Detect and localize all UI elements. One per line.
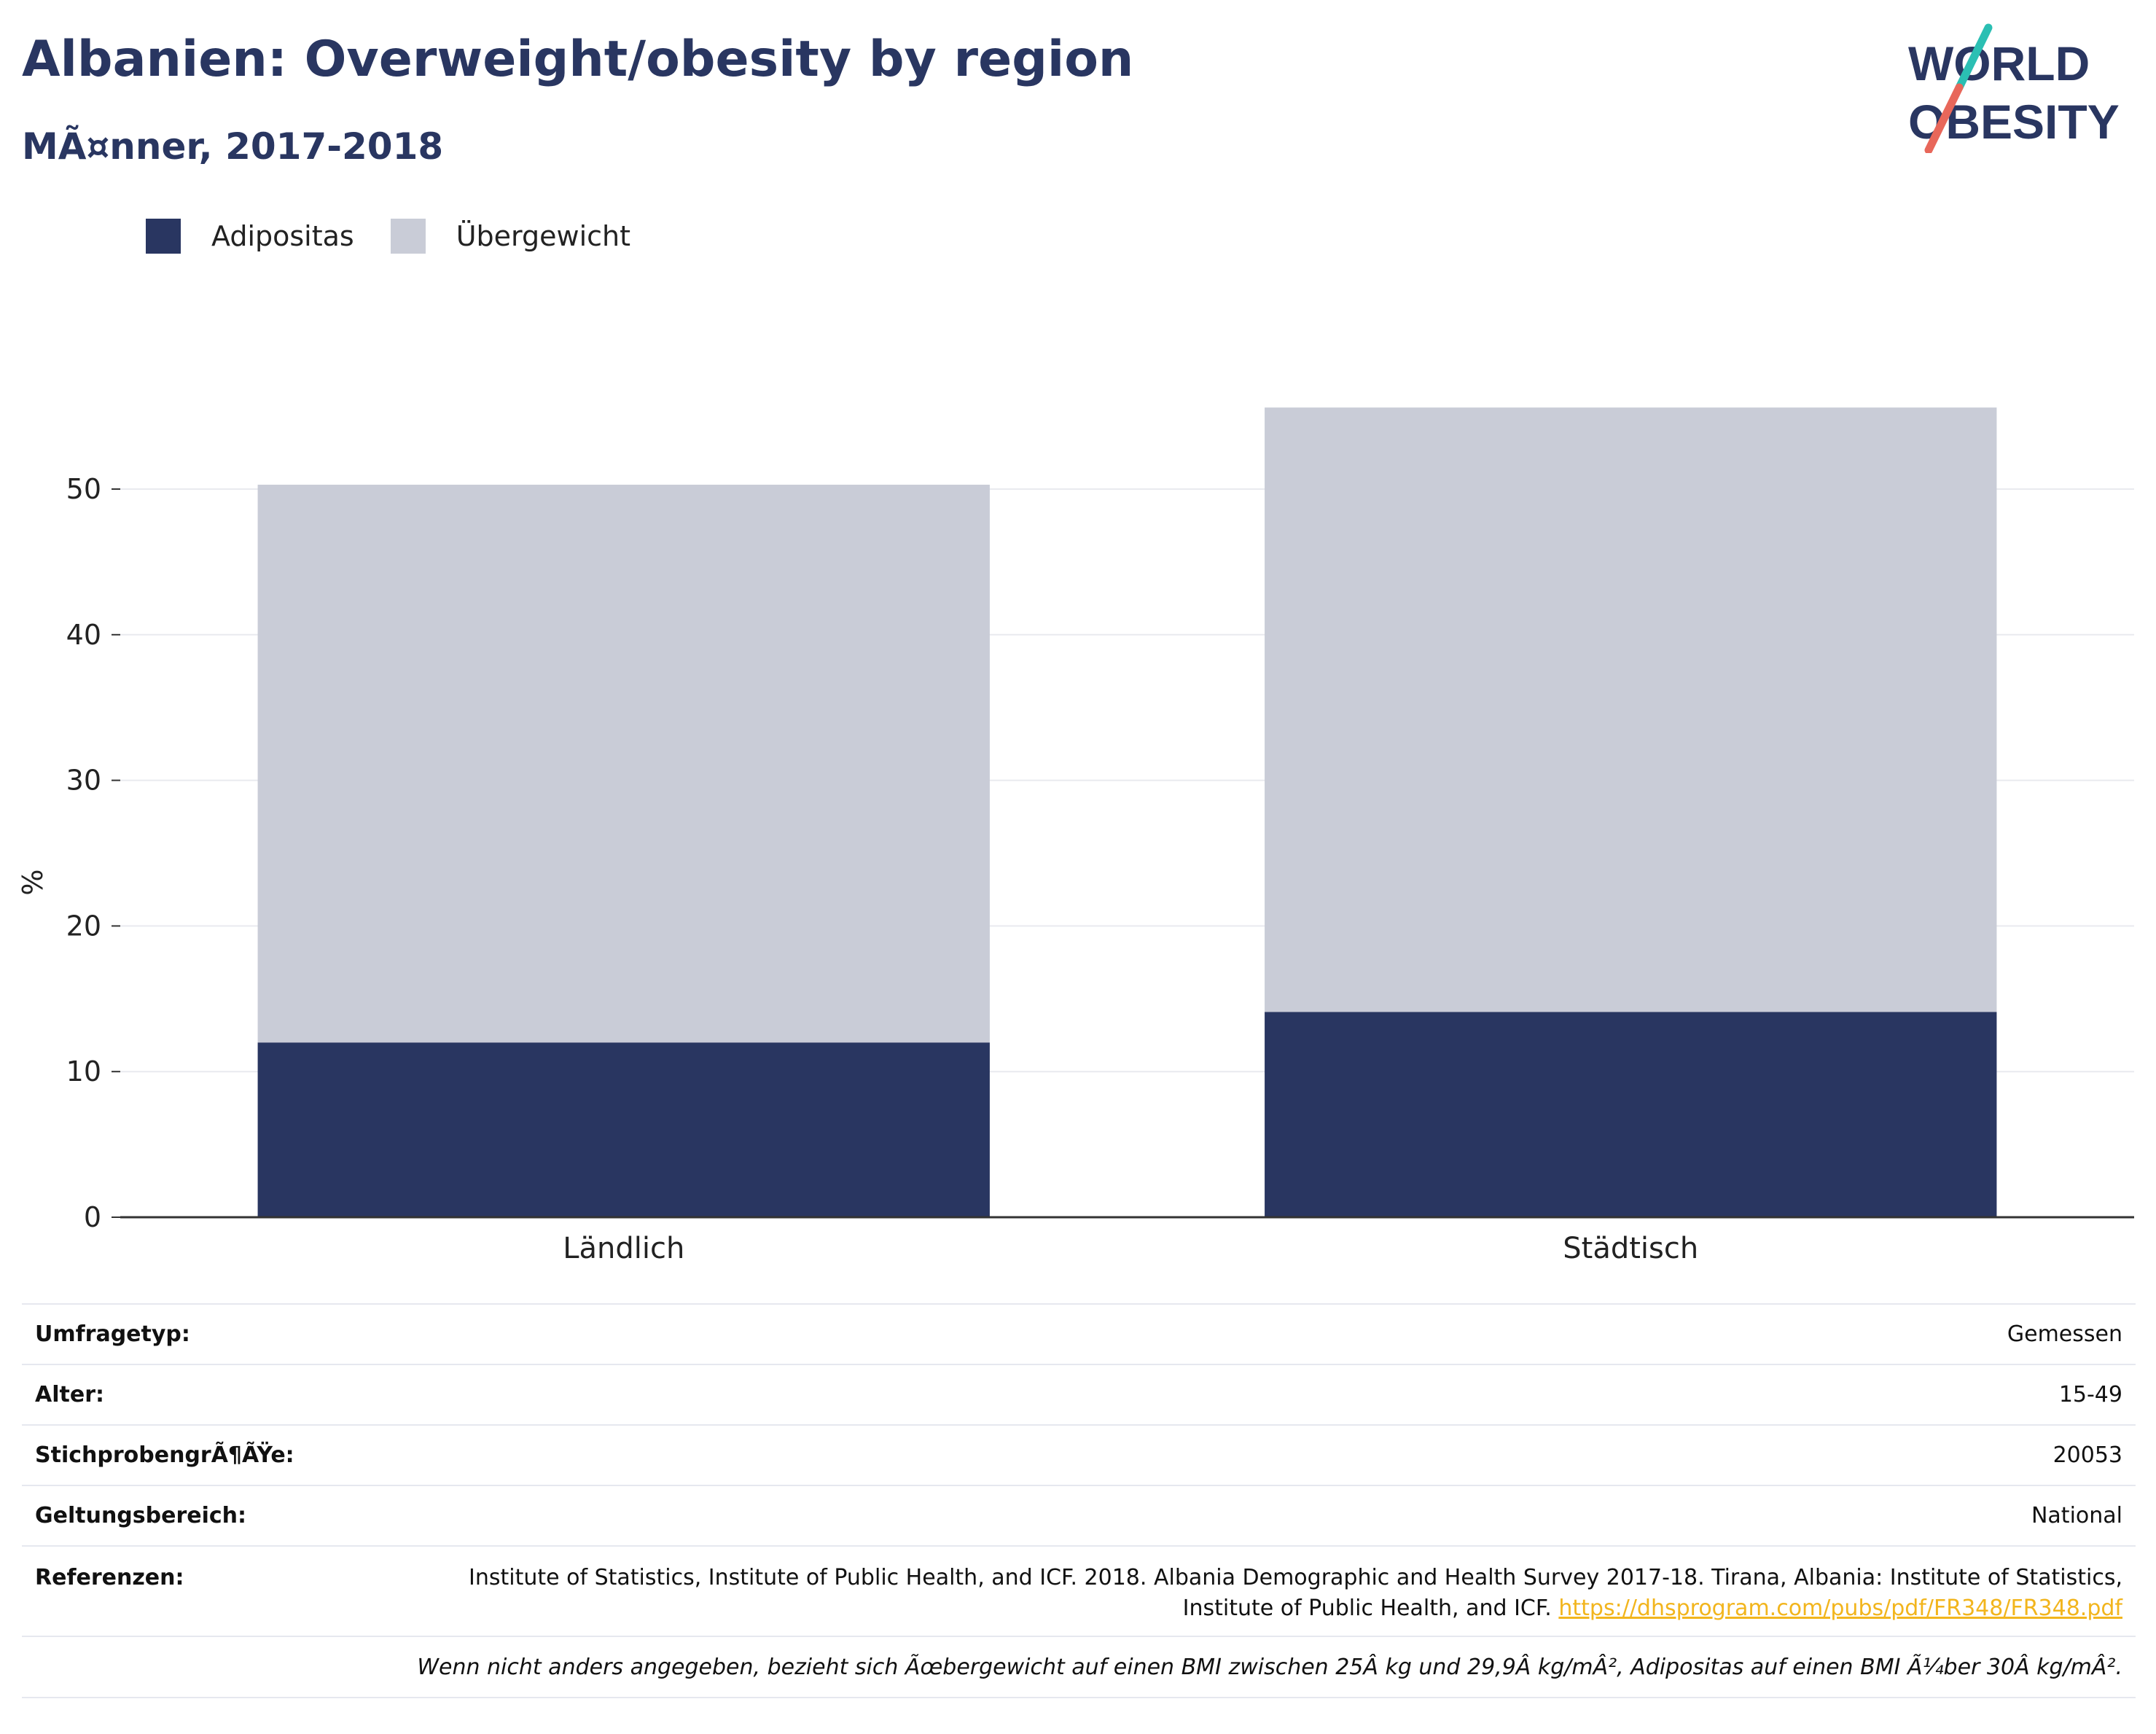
legend-item-uebergewicht[interactable]: Übergewicht: [390, 219, 667, 254]
info-label: StichprobengrÃ¶ÃŸe:: [35, 1442, 294, 1468]
y-axis-ticks: 0 10 20 30 40 50: [66, 473, 120, 1233]
info-label: Geltungsbereich:: [35, 1503, 247, 1528]
y-tick-label: 40: [66, 619, 101, 651]
chart-bars: [257, 407, 1997, 1217]
info-value: Gemessen: [2007, 1321, 2122, 1347]
info-label: Alter:: [35, 1382, 104, 1407]
info-row-scope: Geltungsbereich: National: [22, 1485, 2136, 1545]
references-link[interactable]: https://dhsprogram.com/pubs/pdf/FR348/FR…: [1558, 1596, 2122, 1621]
logo-slash-teal-icon: [1955, 23, 1993, 92]
info-value: 20053: [2053, 1442, 2122, 1468]
references-value: Institute of Statistics, Institute of Pu…: [446, 1563, 2122, 1624]
legend-label-adipositas: Adipositas: [211, 220, 354, 252]
bmi-definition-note: Wenn nicht anders angegeben, bezieht sic…: [22, 1636, 2136, 1698]
y-tick-label: 30: [66, 765, 101, 797]
legend-swatch-adipositas: [146, 219, 181, 254]
info-label: Referenzen:: [35, 1565, 184, 1590]
chart-legend: Adipositas Übergewicht: [146, 217, 667, 255]
logo-slash-coral-icon: [1924, 83, 1964, 153]
legend-swatch-uebergewicht: [390, 219, 426, 254]
legend-label-uebergewicht: Übergewicht: [456, 220, 630, 252]
info-value: 15-49: [2058, 1382, 2122, 1407]
y-axis-label: %: [17, 870, 49, 896]
legend-item-adipositas[interactable]: Adipositas: [146, 219, 391, 254]
info-value: National: [2031, 1503, 2122, 1528]
info-row-age: Alter: 15-49: [22, 1364, 2136, 1424]
bar-adipositas-0[interactable]: [257, 1042, 990, 1217]
bar-uebergewicht-0[interactable]: [257, 485, 990, 1043]
x-tick-label: Städtisch: [1563, 1232, 1698, 1265]
info-label: Umfragetyp:: [35, 1321, 190, 1347]
bar-uebergewicht-1[interactable]: [1265, 407, 1997, 1012]
bar-adipositas-1[interactable]: [1265, 1012, 1997, 1217]
y-tick-label: 0: [84, 1201, 101, 1233]
page-subtitle: MÃ¤nner, 2017-2018: [22, 125, 444, 168]
info-row-survey-type: Umfragetyp: Gemessen: [22, 1303, 2136, 1364]
logo-text-world: WORLD: [1908, 36, 2090, 90]
info-row-references: Referenzen: Institute of Statistics, Ins…: [22, 1545, 2136, 1636]
info-row-sample-size: StichprobengrÃ¶ÃŸe: 20053: [22, 1424, 2136, 1485]
y-tick-label: 20: [66, 910, 101, 942]
world-obesity-logo: WORLD OBESITY: [1908, 23, 2120, 153]
x-axis-ticks: Ländlich Städtisch: [563, 1232, 1698, 1265]
survey-info-table: Umfragetyp: Gemessen Alter: 15-49 Stichp…: [22, 1303, 2136, 1698]
stacked-bar-chart: 0 10 20 30 40 50 Ländlich Städtisch %: [17, 407, 2134, 1265]
page-title: Albanien: Overweight/obesity by region: [22, 31, 1134, 88]
y-tick-label: 10: [66, 1055, 101, 1087]
references-text: Institute of Statistics, Institute of Pu…: [469, 1565, 2122, 1621]
y-tick-label: 50: [66, 473, 101, 505]
x-tick-label: Ländlich: [563, 1232, 684, 1265]
